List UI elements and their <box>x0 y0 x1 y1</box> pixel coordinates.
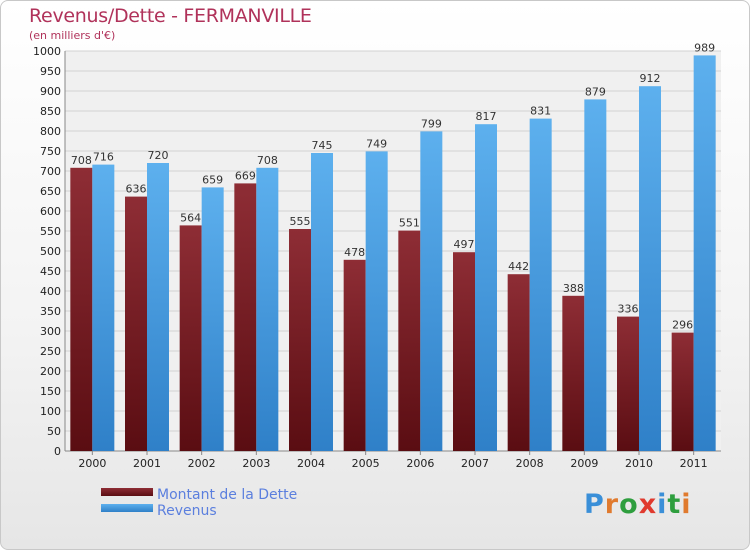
bar-revenus <box>92 164 115 451</box>
y-tick-label: 600 <box>40 205 61 218</box>
x-tick-label: 2007 <box>461 457 489 470</box>
bar-revenus <box>529 118 552 451</box>
y-tick-label: 900 <box>40 85 61 98</box>
x-tick-label: 2000 <box>78 457 106 470</box>
x-tick-label: 2001 <box>133 457 161 470</box>
data-label-dette: 555 <box>290 215 311 228</box>
bar-revenus <box>201 187 224 451</box>
data-label-revenus: 708 <box>257 154 278 167</box>
bar-dette <box>453 252 475 451</box>
legend-label-revenus: Revenus <box>157 503 217 519</box>
data-label-dette: 388 <box>563 282 584 295</box>
proxiti-logo: Proxiti <box>584 489 692 520</box>
bar-dette <box>179 225 202 451</box>
bar-dette <box>617 316 639 451</box>
y-tick-label: 450 <box>40 265 61 278</box>
bar-revenus <box>147 163 169 451</box>
logo-letter: P <box>584 489 605 520</box>
x-tick-label: 2004 <box>297 457 325 470</box>
bar-revenus <box>584 99 607 452</box>
x-tick-label: 2002 <box>188 457 216 470</box>
data-label-dette: 336 <box>618 303 639 316</box>
data-label-revenus: 720 <box>148 149 169 162</box>
bar-revenus <box>311 153 333 451</box>
data-label-dette: 564 <box>180 211 201 224</box>
legend-swatch-dette <box>101 488 153 496</box>
bar-revenus <box>639 86 661 451</box>
data-label-dette: 708 <box>71 154 92 167</box>
x-tick-label: 2003 <box>242 457 270 470</box>
y-tick-label: 400 <box>40 285 61 298</box>
y-tick-label: 550 <box>40 225 61 238</box>
data-label-dette: 551 <box>399 217 420 230</box>
bar-revenus <box>475 124 497 451</box>
x-tick-label: 2008 <box>516 457 544 470</box>
y-tick-label: 650 <box>40 185 61 198</box>
data-label-dette: 478 <box>344 246 365 259</box>
data-label-dette: 442 <box>508 260 529 273</box>
y-tick-label: 100 <box>40 405 61 418</box>
data-label-dette: 669 <box>235 169 256 182</box>
bar-dette <box>234 183 257 451</box>
y-tick-label: 350 <box>40 305 61 318</box>
chart-title: Revenus/Dette - FERMANVILLE <box>29 5 312 27</box>
data-label-revenus: 817 <box>476 110 497 123</box>
bar-revenus <box>256 167 279 452</box>
y-tick-label: 950 <box>40 65 61 78</box>
y-tick-label: 0 <box>54 445 61 458</box>
data-label-dette: 636 <box>126 183 147 196</box>
y-tick-label: 150 <box>40 385 61 398</box>
logo-letter: o <box>619 489 639 520</box>
y-tick-label: 1000 <box>33 45 61 58</box>
legend-swatch-revenus <box>101 504 153 512</box>
data-label-revenus: 799 <box>421 117 442 130</box>
logo-letter: t <box>667 489 682 520</box>
data-label-dette: 296 <box>672 319 693 332</box>
data-label-revenus: 745 <box>312 139 333 152</box>
y-tick-label: 700 <box>40 165 61 178</box>
logo-letter: x <box>638 489 658 520</box>
x-tick-label: 2011 <box>680 457 708 470</box>
data-label-revenus: 879 <box>585 85 606 98</box>
x-tick-label: 2009 <box>570 457 598 470</box>
bar-dette <box>398 230 421 451</box>
data-label-revenus: 912 <box>640 72 661 85</box>
y-tick-label: 200 <box>40 365 61 378</box>
data-label-revenus: 831 <box>530 105 551 118</box>
x-tick-label: 2005 <box>352 457 380 470</box>
bar-dette <box>507 274 530 451</box>
y-tick-label: 250 <box>40 345 61 358</box>
y-tick-label: 800 <box>40 125 61 138</box>
logo-letter: r <box>604 489 620 520</box>
bar-dette <box>289 229 311 451</box>
data-label-revenus: 749 <box>366 137 387 150</box>
data-label-revenus: 716 <box>93 151 114 164</box>
chart-subtitle: (en milliers d'€) <box>29 29 116 42</box>
y-tick-label: 850 <box>40 105 61 118</box>
bar-dette <box>562 295 585 451</box>
y-tick-label: 750 <box>40 145 61 158</box>
bar-revenus <box>693 55 716 452</box>
bar-dette <box>671 332 694 451</box>
bar-dette <box>343 259 366 451</box>
y-tick-label: 300 <box>40 325 61 338</box>
x-tick-label: 2010 <box>625 457 653 470</box>
y-tick-label: 500 <box>40 245 61 258</box>
bar-dette <box>70 167 93 452</box>
data-label-revenus: 989 <box>694 41 715 54</box>
data-label-dette: 497 <box>454 238 475 251</box>
legend-label-dette: Montant de la Dette <box>157 487 298 503</box>
x-tick-label: 2006 <box>406 457 434 470</box>
logo-letter: i <box>657 489 668 520</box>
bar-dette <box>125 196 147 451</box>
logo-letter: i <box>681 489 692 520</box>
data-label-revenus: 659 <box>202 173 223 186</box>
y-tick-label: 50 <box>47 425 61 438</box>
bar-revenus <box>420 131 443 451</box>
bar-revenus <box>365 151 388 451</box>
